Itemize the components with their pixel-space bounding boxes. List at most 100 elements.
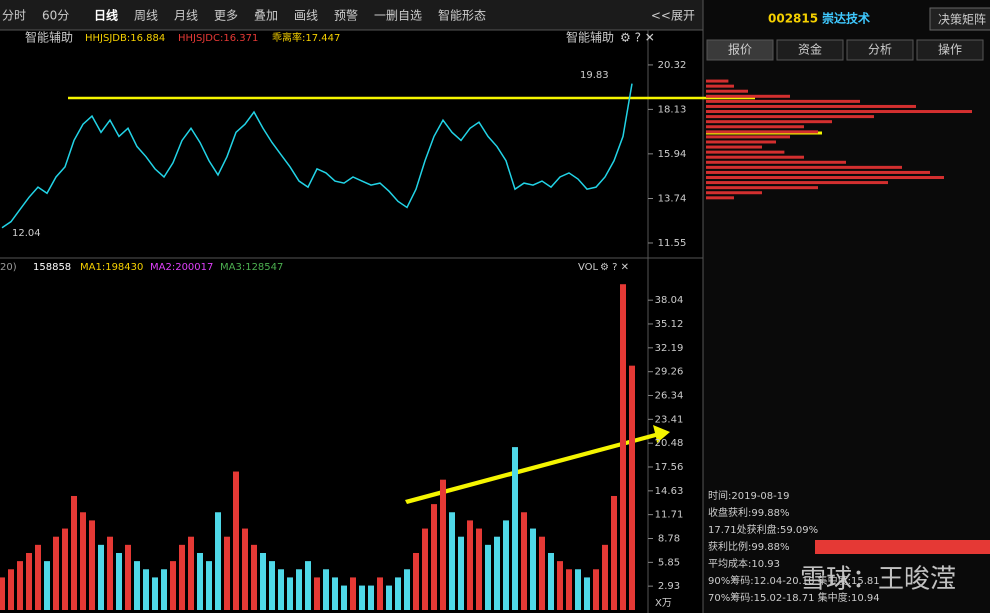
toolbar-item[interactable]: 周线 (134, 9, 158, 23)
y-tick-label: 11.55 (658, 238, 687, 249)
chip-bar (706, 104, 916, 108)
decision-button[interactable]: 决策矩阵 (938, 13, 986, 27)
y-tick-label: 26.34 (655, 390, 684, 401)
volume-bar (629, 365, 635, 610)
volume-bar (458, 536, 464, 610)
y-tick-label: 17.56 (655, 462, 684, 473)
chip-bar (706, 181, 888, 185)
chip-bar (706, 155, 804, 159)
volume-bar (53, 536, 59, 610)
tab[interactable]: 分析 (868, 43, 892, 57)
volume-bar (584, 577, 590, 610)
y-tick-label: 38.04 (655, 295, 684, 306)
period: 20) (0, 262, 17, 273)
panel-label: 智能辅助 (566, 30, 614, 45)
tab-bg[interactable] (706, 39, 774, 61)
tab[interactable]: 资金 (798, 42, 822, 57)
icons[interactable]: ⚙ ? ✕ (600, 262, 629, 273)
chip-bar (706, 170, 930, 174)
indicator: HHJSJDB:16.884 (85, 33, 165, 44)
expand[interactable]: <<展开 (651, 9, 695, 23)
toolbar-item[interactable]: 分时 (2, 9, 26, 23)
volume-bar (575, 569, 581, 610)
volume-bar (233, 471, 239, 610)
volume-bar (350, 577, 356, 610)
tab[interactable]: 操作 (938, 42, 962, 57)
volume-bar (17, 561, 23, 610)
y-tick-label: 35.12 (655, 319, 684, 330)
low-label: 12.04 (12, 228, 41, 239)
volume-bar (431, 504, 437, 610)
chip-bar (706, 191, 762, 195)
y-tick-label: 29.26 (655, 367, 684, 378)
chip-info: 90%筹码:12.04-20.18 集中度:15.81 (708, 574, 880, 587)
toolbar-item[interactable]: 更多 (214, 9, 238, 23)
volume-bar (539, 536, 545, 610)
chip-info: 获利比例:99.88% (708, 540, 790, 553)
volume-bar (26, 552, 32, 610)
toolbar-item[interactable]: 预警 (334, 8, 358, 23)
volume-bar (161, 569, 167, 610)
volume-bar (8, 569, 14, 610)
tab[interactable]: 报价 (728, 42, 752, 57)
chip-bar (706, 130, 818, 134)
volume-bar (215, 512, 221, 610)
volume-bar (449, 512, 455, 610)
volume-bar (368, 585, 374, 610)
volume-bar (404, 569, 410, 610)
volume-bar (35, 544, 41, 610)
volume-bar (197, 552, 203, 610)
y-tick-label: 11.71 (655, 510, 684, 521)
volume-bar (44, 561, 50, 610)
toolbar-item[interactable]: 日线 (94, 8, 118, 23)
stock-code: 002815 (768, 12, 818, 26)
y-tick-label: 32.19 (655, 343, 684, 354)
volume-bar (602, 544, 608, 610)
indicator: MA1:198430 (80, 262, 143, 273)
profit-bar (815, 540, 990, 554)
chip-bar (706, 115, 874, 119)
volume-bar (89, 520, 95, 610)
toolbar-item[interactable]: 叠加 (254, 9, 278, 23)
chip-bar (706, 110, 972, 114)
vol-title: VOL (578, 262, 599, 273)
toolbar-item[interactable]: 月线 (174, 9, 198, 23)
chip-info: 时间:2019-08-19 (708, 489, 789, 502)
volume-bar (287, 577, 293, 610)
volume-bar (224, 536, 230, 610)
volume-bar (278, 569, 284, 610)
volume-bar (152, 577, 158, 610)
chip-bar (706, 125, 804, 129)
y-tick-label: 20.48 (655, 438, 684, 449)
chip-info: 17.71处获利盘:59.09% (708, 523, 818, 536)
volume-bar (170, 561, 176, 610)
volume-bar (116, 552, 122, 610)
volume-bar (332, 577, 338, 610)
volume-bar (98, 544, 104, 610)
volume-bar (413, 552, 419, 610)
tab-bg[interactable] (846, 39, 914, 61)
chip-bar (706, 89, 748, 93)
y-tick-label: 14.63 (655, 486, 684, 497)
toolbar-item[interactable]: 智能形态 (438, 8, 486, 23)
volume-bar (62, 528, 68, 610)
unit: X万 (655, 598, 672, 609)
tab-bg[interactable] (776, 39, 844, 61)
toolbar-item[interactable]: 一删自选 (374, 9, 422, 23)
button-bg[interactable] (929, 7, 990, 31)
chip-bar (706, 120, 832, 124)
toolbar-item[interactable]: 画线 (294, 9, 318, 23)
volume-bar (242, 528, 248, 610)
icons[interactable]: ⚙ ? ✕ (620, 31, 655, 45)
volume-bar (134, 561, 140, 610)
chip-bar (706, 176, 944, 180)
toolbar-item[interactable]: 60分 (42, 9, 69, 23)
volume-bar (296, 569, 302, 610)
volume-bar (548, 552, 554, 610)
volume-bar (260, 552, 266, 610)
tab-bg[interactable] (916, 39, 984, 61)
volume-bar (422, 528, 428, 610)
volume-bar (620, 284, 626, 610)
y-tick-label: 18.13 (658, 104, 687, 115)
